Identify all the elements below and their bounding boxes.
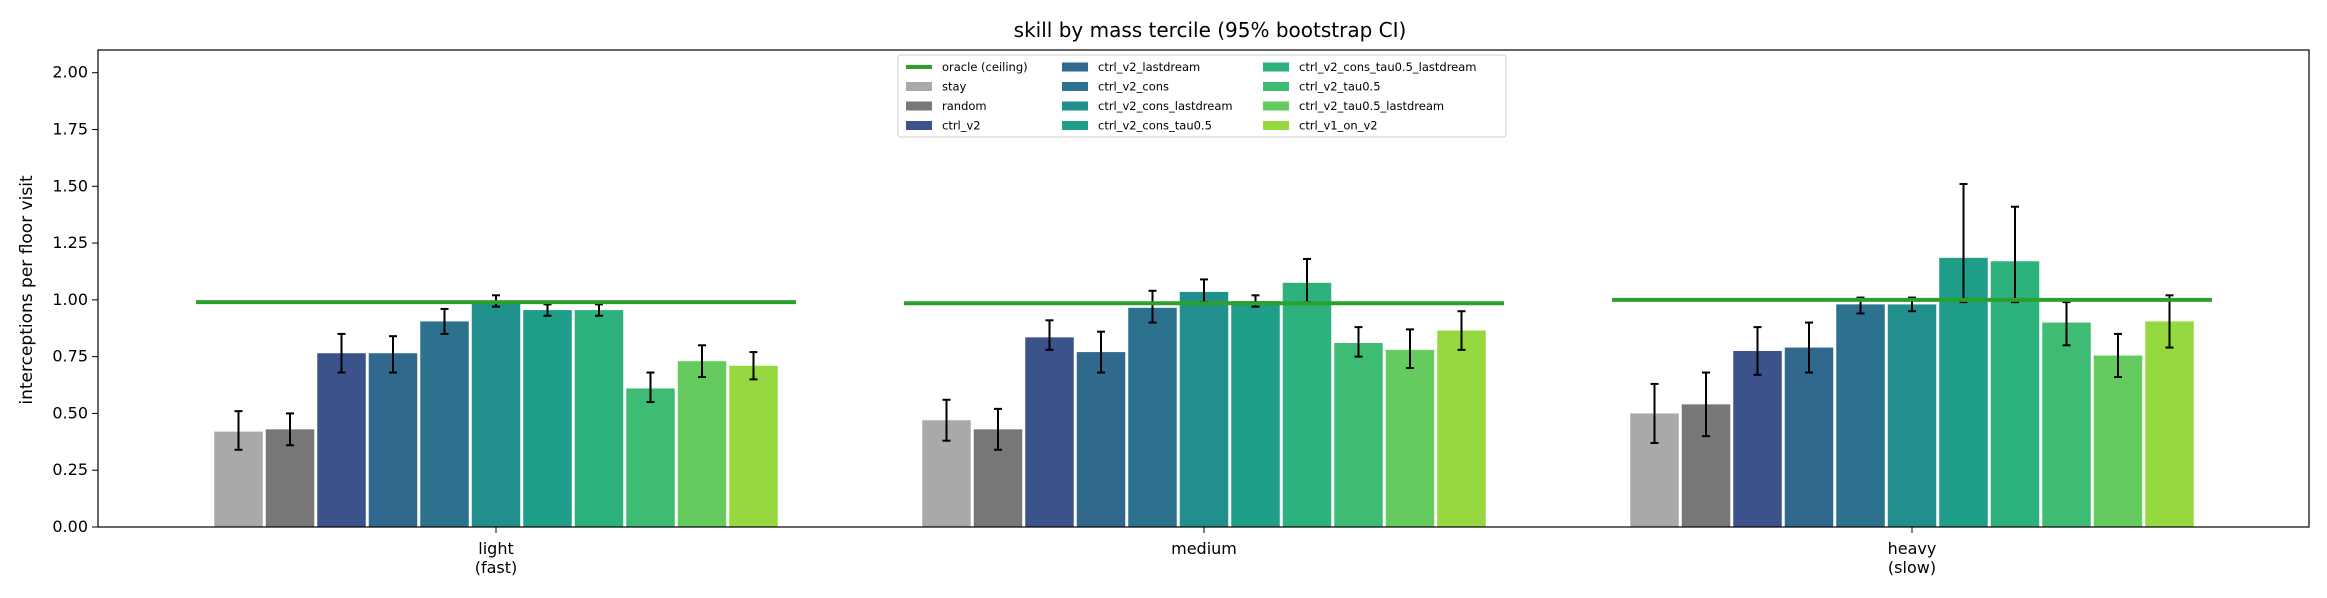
legend-label: ctrl_v2_cons_tau0.5: [1098, 119, 1212, 133]
legend-swatch: [1263, 101, 1289, 111]
y-axis-label: interceptions per floor visit: [17, 175, 37, 405]
x-tick-label-sub: (fast): [475, 558, 518, 577]
bar-ctrl-v2: [1025, 337, 1074, 527]
bar-ctrl-v2-cons-lastdream: [1887, 304, 1937, 527]
legend-label: ctrl_v2_cons_tau0.5_lastdream: [1299, 60, 1477, 74]
bar-ctrl-v2: [317, 353, 366, 527]
legend-swatch: [1263, 62, 1289, 72]
bar-ctrl-v2-tau0-5: [2042, 322, 2091, 527]
bar-ctrl-v2-tau0-5: [1334, 343, 1383, 527]
bar-ctrl-v2-cons-tau0-5: [1231, 300, 1280, 527]
legend-label: ctrl_v2_cons: [1098, 80, 1169, 94]
y-tick-label: 0.00: [52, 517, 88, 536]
x-tick-label-sub: (slow): [1888, 558, 1936, 577]
x-tick-label: medium: [1171, 539, 1237, 558]
bar-ctrl-v1-on-v2: [729, 365, 778, 527]
legend-label: oracle (ceiling): [942, 60, 1028, 74]
y-tick-label: 1.25: [52, 233, 88, 252]
legend-label: ctrl_v2: [942, 119, 981, 133]
legend-label: ctrl_v2_tau0.5: [1299, 80, 1381, 94]
bar-ctrl-v2-cons-tau0-5-lastdream: [574, 310, 624, 527]
y-tick-label: 0.25: [52, 460, 88, 479]
legend-swatch: [1062, 62, 1088, 72]
bar-ctrl-v1-on-v2: [2145, 321, 2194, 527]
legend-label: stay: [942, 80, 967, 94]
bar-ctrl-v2-cons: [1836, 304, 1885, 527]
y-tick-label: 0.50: [52, 403, 88, 422]
plot-frame: [97, 49, 2310, 528]
y-tick-label: 2.00: [52, 63, 88, 82]
legend-swatch: [906, 101, 932, 111]
legend-swatch: [1263, 121, 1289, 130]
legend-swatch: [906, 121, 932, 130]
legend-box: [897, 54, 1507, 138]
legend-swatch: [1062, 101, 1088, 111]
legend-label: ctrl_v2_lastdream: [1098, 60, 1200, 74]
plot-area: 0.00 0.25 0.50 0.75 1.00 1.25 1.50 1.75 2.00 ligh…: [52, 49, 2310, 577]
bar-ctrl-v2-lastdream: [1076, 352, 1126, 527]
bar-ctrl-v2-lastdream: [1784, 347, 1834, 527]
bar-ctrl-v2-cons-tau0-5: [523, 310, 572, 527]
bar-ctrl-v2: [1733, 350, 1782, 527]
bar-ctrl-v2-cons-lastdream: [471, 300, 521, 527]
y-tick-label: 0.75: [52, 347, 88, 366]
bar-ctrl-v2-lastdream: [368, 353, 418, 527]
bar-ctrl-v2-tau0-5-lastdream: [677, 361, 727, 527]
bar-ctrl-v2-cons-tau0-5-lastdream: [1990, 261, 2040, 527]
bar-ctrl-v2-cons: [1128, 307, 1177, 527]
bar-ctrl-v2-tau0-5: [626, 388, 675, 527]
y-tick-label: 1.50: [52, 176, 88, 195]
legend-label: ctrl_v2_tau0.5_lastdream: [1299, 99, 1444, 113]
legend: oracle (ceiling) stay random ctrl_v2 ctrl_v2…: [897, 54, 1507, 138]
bar-ctrl-v2-cons-lastdream: [1179, 291, 1229, 527]
legend-label: ctrl_v2_cons_lastdream: [1098, 99, 1233, 113]
legend-label: random: [942, 99, 987, 113]
x-tick-label: heavy: [1888, 539, 1937, 558]
y-tick-label: 1.00: [52, 290, 88, 309]
legend-swatch: [1062, 121, 1088, 130]
x-tick-label: light: [478, 539, 513, 558]
bar-ctrl-v2-tau0-5-lastdream: [2093, 355, 2143, 527]
y-tick-label: 1.75: [52, 120, 88, 139]
bar-ctrl-v2-cons: [420, 321, 469, 527]
legend-swatch: [1263, 82, 1289, 91]
bar-ctrl-v2-tau0-5-lastdream: [1385, 349, 1435, 527]
chart-title: skill by mass tercile (95% bootstrap CI): [1014, 18, 1407, 42]
bar-ctrl-v2-cons-tau0-5-lastdream: [1282, 282, 1332, 527]
bar-ctrl-v1-on-v2: [1437, 330, 1486, 527]
legend-swatch: [1062, 82, 1088, 91]
legend-swatch: [906, 82, 932, 91]
legend-label: ctrl_v1_on_v2: [1299, 119, 1378, 133]
